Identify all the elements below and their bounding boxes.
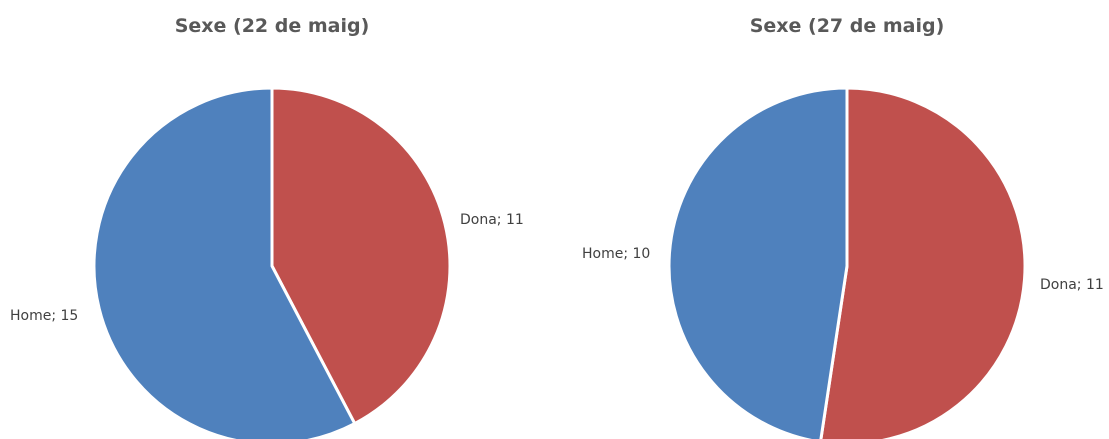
slice-label-home: Home; 15	[10, 308, 78, 324]
chart-title: Sexe (27 de maig)	[750, 15, 945, 37]
pie-slice-dona	[270, 86, 452, 426]
pie-slice-home	[667, 86, 849, 439]
pie-chart-27-maig: Sexe (27 de maig) Dona; 11 Home; 10	[582, 15, 1104, 439]
pie-slice-dona	[819, 86, 1027, 439]
slice-label-dona: Dona; 11	[1040, 277, 1104, 293]
slice-label-home: Home; 10	[582, 246, 650, 262]
pie-chart-22-maig: Sexe (22 de maig) Dona; 11 Home; 15	[10, 15, 524, 439]
slice-label-dona: Dona; 11	[460, 212, 524, 228]
pie-slice-home	[92, 86, 357, 439]
chart-title: Sexe (22 de maig)	[175, 15, 370, 37]
